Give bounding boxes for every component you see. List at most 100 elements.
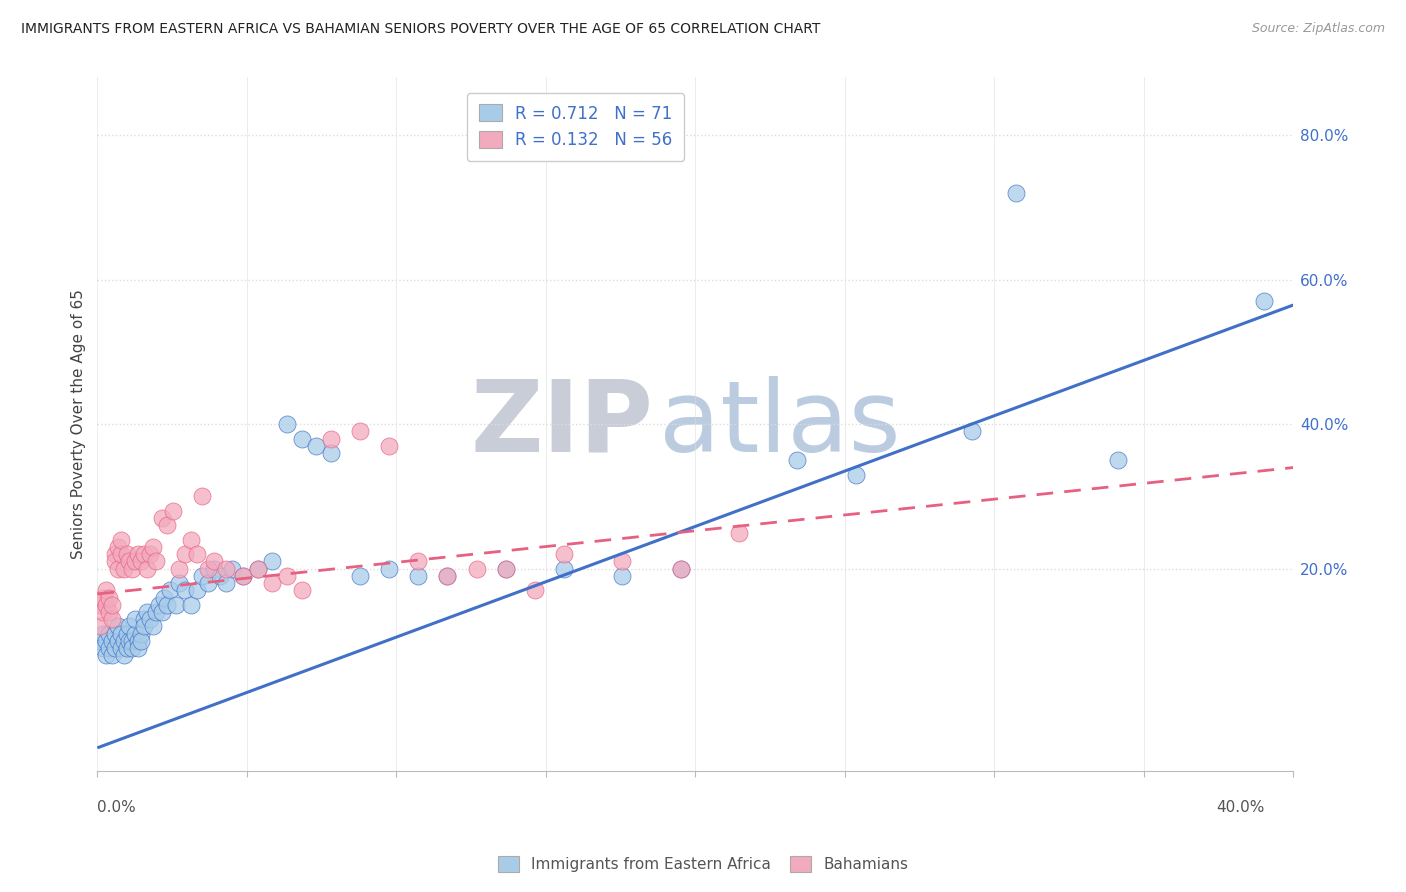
Point [110,533,132,547]
Point [124,554,146,568]
Point [553,547,575,561]
Point [167,576,190,591]
Point [118,619,141,633]
Point [104,547,127,561]
Point [98,641,121,656]
Point [246,562,269,576]
Point [406,554,429,568]
Point [202,554,225,568]
Point [91,626,114,640]
Point [495,562,517,576]
Point [159,583,181,598]
Point [319,432,342,446]
Point [145,554,167,568]
Text: atlas: atlas [659,376,901,473]
Point [232,569,254,583]
Point [1253,294,1275,309]
Point [89,619,111,633]
Point [845,467,868,482]
Point [246,562,269,576]
Point [406,569,429,583]
Point [91,605,114,619]
Point [232,569,254,583]
Point [98,605,121,619]
Point [121,634,143,648]
Point [553,562,575,576]
Point [110,626,132,640]
Text: IMMIGRANTS FROM EASTERN AFRICA VS BAHAMIAN SENIORS POVERTY OVER THE AGE OF 65 CO: IMMIGRANTS FROM EASTERN AFRICA VS BAHAMI… [21,22,821,37]
Point [94,634,117,648]
Point [221,562,243,576]
Point [173,547,195,561]
Point [142,540,165,554]
Point [202,562,225,576]
Point [276,569,298,583]
Point [132,547,155,561]
Point [94,583,117,598]
Point [139,612,162,626]
Point [142,619,165,633]
Point [127,547,149,561]
Point [1005,186,1028,200]
Point [91,641,114,656]
Point [208,569,231,583]
Point [305,439,328,453]
Point [127,641,149,656]
Point [104,641,127,656]
Point [104,626,127,640]
Point [129,554,152,568]
Point [112,648,135,663]
Point [465,562,488,576]
Point [136,562,159,576]
Point [197,576,219,591]
Point [1107,453,1129,467]
Point [180,598,202,612]
Point [150,605,173,619]
Point [349,425,371,439]
Point [319,446,342,460]
Point [612,569,634,583]
Point [436,569,458,583]
Point [378,562,401,576]
Point [129,626,152,640]
Point [156,598,179,612]
Point [129,634,152,648]
Point [180,533,202,547]
Point [186,547,208,561]
Point [132,619,155,633]
Point [89,598,111,612]
Point [98,591,121,605]
Point [262,576,284,591]
Point [121,641,143,656]
Point [349,569,371,583]
Point [669,562,692,576]
Point [145,605,167,619]
Point [91,591,114,605]
Point [186,583,208,598]
Point [107,562,129,576]
Point [89,634,111,648]
Point [165,598,187,612]
Point [523,583,546,598]
Point [115,641,138,656]
Text: 40.0%: 40.0% [1216,800,1264,814]
Point [290,583,312,598]
Point [110,547,132,561]
Point [115,626,138,640]
Point [436,569,458,583]
Point [124,612,146,626]
Text: Source: ZipAtlas.com: Source: ZipAtlas.com [1251,22,1385,36]
Point [153,591,176,605]
Point [112,562,135,576]
Point [139,547,162,561]
Point [290,432,312,446]
Point [962,425,984,439]
Point [669,562,692,576]
Point [127,634,149,648]
Point [94,648,117,663]
Point [495,562,517,576]
Legend: R = 0.712   N = 71, R = 0.132   N = 56: R = 0.712 N = 71, R = 0.132 N = 56 [467,93,685,161]
Point [98,626,121,640]
Point [94,598,117,612]
Point [728,525,751,540]
